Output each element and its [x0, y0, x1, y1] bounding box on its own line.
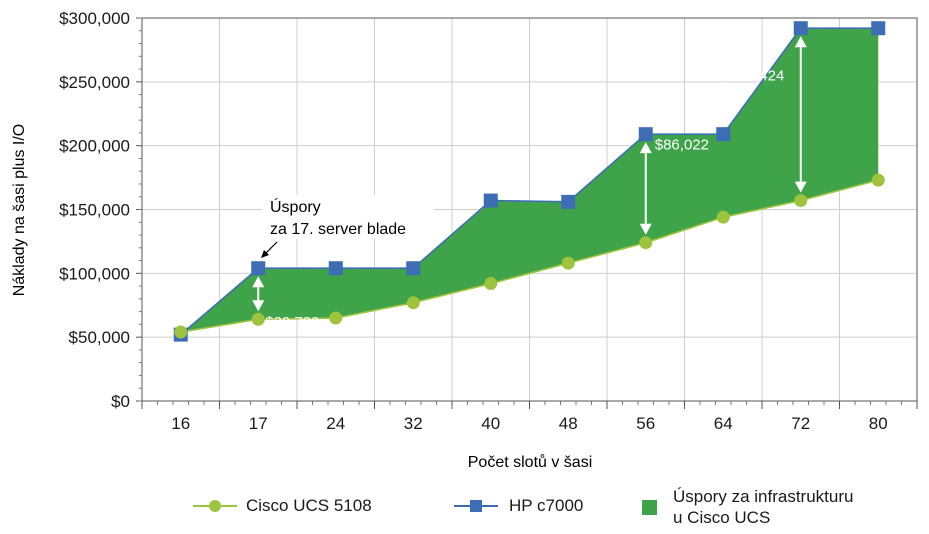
savings-arrow-head-up	[252, 276, 265, 288]
x-tick-label: 24	[326, 414, 345, 433]
savings-label: $137,424	[722, 67, 785, 84]
legend-item-cisco: Cisco UCS 5108	[192, 495, 372, 516]
callout-background	[262, 195, 434, 239]
savings-area	[180, 28, 879, 335]
x-tick-label: 80	[869, 414, 888, 433]
savings-arrow-head-up	[794, 36, 807, 48]
hp-line	[180, 27, 879, 336]
savings-arrow-head-down	[794, 181, 807, 193]
hp-point	[871, 21, 886, 36]
legend-label-cisco: Cisco UCS 5108	[246, 496, 372, 515]
x-tick-label: 64	[714, 414, 733, 433]
y-axis-title: Náklady na šasi plus I/O	[11, 124, 28, 297]
y-tick-label: $100,000	[59, 264, 130, 283]
cisco-line	[180, 179, 879, 333]
y-tick-label: $250,000	[59, 73, 130, 92]
series-markers	[173, 21, 886, 342]
callout-line-1: Úspory	[270, 197, 321, 216]
cisco-point	[871, 173, 885, 187]
y-tick-label: $0	[111, 392, 130, 411]
hp-point	[251, 261, 266, 276]
savings-arrow-head-up	[639, 142, 652, 154]
cisco-point	[484, 277, 498, 291]
callout-line-2: za 17. server blade	[270, 221, 406, 238]
x-tick-label: 40	[481, 414, 500, 433]
hp-point	[716, 127, 731, 142]
savings-arrows	[252, 36, 807, 312]
cisco-point	[561, 256, 575, 270]
hp-point	[561, 194, 576, 209]
savings-labels: $39,739 $86,022 $137,424	[265, 67, 784, 330]
legend-swatch-cisco	[193, 500, 237, 512]
y-tick-label: $50,000	[69, 328, 130, 347]
cisco-point	[174, 325, 188, 339]
x-axis-ticks: 16 17 24 32 40 48 56 64 72 80	[141, 401, 918, 433]
cisco-point	[716, 210, 730, 224]
callout: Úspory za 17. server blade	[261, 195, 434, 258]
cisco-point	[251, 312, 265, 326]
legend-label-hp: HP c7000	[509, 496, 584, 515]
hp-point	[638, 127, 653, 142]
legend-item-hp: HP c7000	[453, 495, 583, 516]
series-lines	[180, 27, 879, 336]
y-tick-label: $300,000	[59, 9, 130, 28]
savings-arrow-head-down	[252, 300, 265, 312]
x-tick-label: 56	[636, 414, 655, 433]
x-tick-label: 32	[404, 414, 423, 433]
legend-label-savings: Úspory za infrastrukturu u Cisco UCS	[673, 487, 854, 527]
legend: Cisco UCS 5108 HP c7000 Úspory za infras…	[0, 486, 929, 534]
cisco-point	[639, 236, 653, 250]
savings-label: $86,022	[655, 136, 709, 153]
cisco-point	[329, 311, 343, 325]
legend-swatch-savings	[642, 500, 657, 515]
cisco-point	[406, 296, 420, 310]
hp-point	[328, 261, 343, 276]
hp-point	[406, 261, 421, 276]
legend-item-savings: Úspory za infrastrukturu u Cisco UCS	[640, 486, 853, 528]
hp-point	[793, 21, 808, 36]
cisco-point	[794, 194, 808, 208]
x-tick-label: 16	[171, 414, 190, 433]
y-tick-label: $150,000	[59, 201, 130, 220]
x-tick-label: 72	[791, 414, 810, 433]
y-tick-label: $200,000	[59, 137, 130, 156]
x-tick-label: 17	[249, 414, 268, 433]
legend-swatch-hp	[454, 500, 498, 512]
x-tick-label: 48	[559, 414, 578, 433]
callout-pointer-head	[261, 250, 269, 258]
x-axis-title: Počet slotů v šasi	[468, 453, 593, 471]
savings-label: $39,739	[265, 314, 319, 331]
y-axis-ticks: $0 $50,000 $100,000 $150,000 $200,000 $250,00…	[59, 9, 142, 411]
hp-point	[483, 193, 498, 208]
savings-arrow-head-down	[639, 223, 652, 235]
